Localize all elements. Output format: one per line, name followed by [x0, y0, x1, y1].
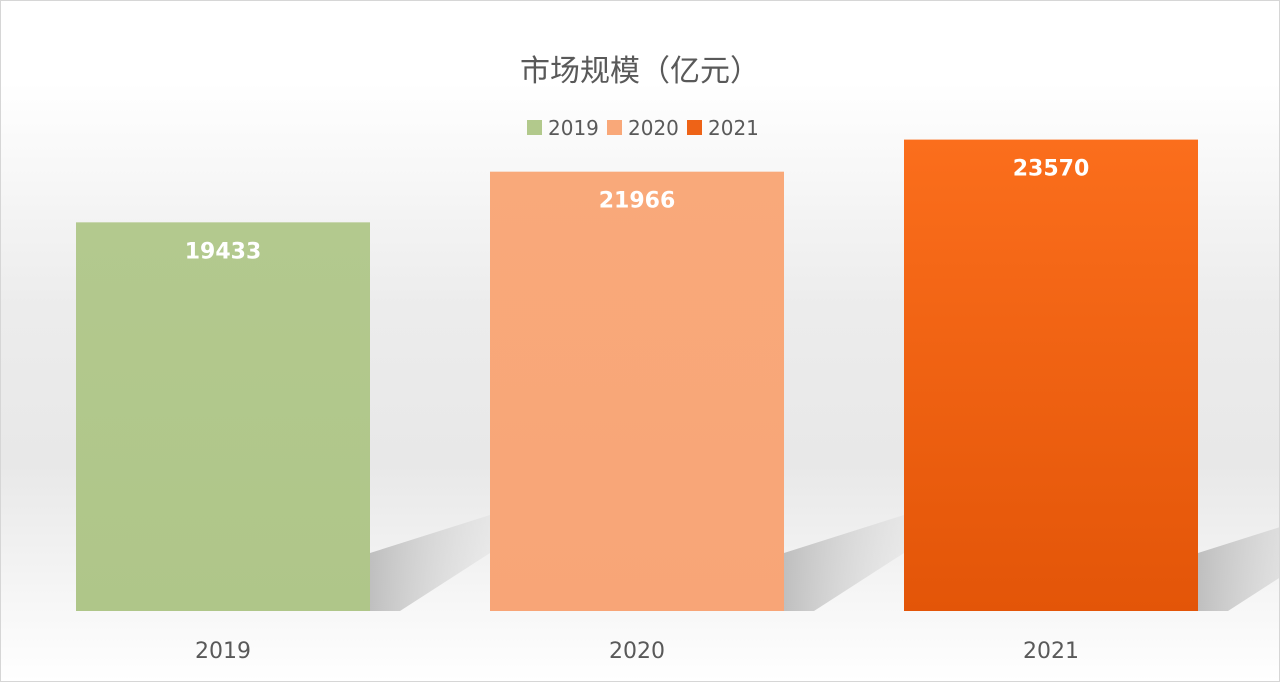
legend-swatch-2021 [687, 120, 702, 135]
x-tick-label-2020: 2020 [609, 639, 665, 664]
chart-legend: 2019 2020 2021 [527, 116, 759, 140]
x-tick-label-2021: 2021 [1023, 639, 1079, 664]
bar-shadows [370, 515, 1279, 611]
data-labels: 19433 21966 23570 [185, 157, 1090, 265]
bar-shadow-2020 [784, 515, 904, 611]
bar-series [76, 139, 1198, 611]
data-label-2019: 19433 [185, 239, 262, 264]
legend-label-2019: 2019 [548, 116, 599, 140]
bar-shadow-2021 [1198, 527, 1279, 611]
legend-label-2020: 2020 [628, 116, 679, 140]
data-label-2021: 23570 [1013, 157, 1090, 182]
x-axis-labels: 2019 2020 2021 [195, 639, 1079, 664]
legend-label-2021: 2021 [708, 116, 759, 140]
legend-swatch-2020 [607, 120, 622, 135]
data-label-2020: 21966 [599, 189, 676, 214]
bar-2020 [490, 171, 784, 611]
bar-shadow-2019 [370, 515, 490, 611]
legend-swatch-2019 [527, 120, 542, 135]
x-tick-label-2019: 2019 [195, 639, 251, 664]
bar-2019 [76, 222, 370, 611]
bar-2021 [904, 139, 1198, 611]
chart-title: 市场规模（亿元） [520, 54, 760, 89]
